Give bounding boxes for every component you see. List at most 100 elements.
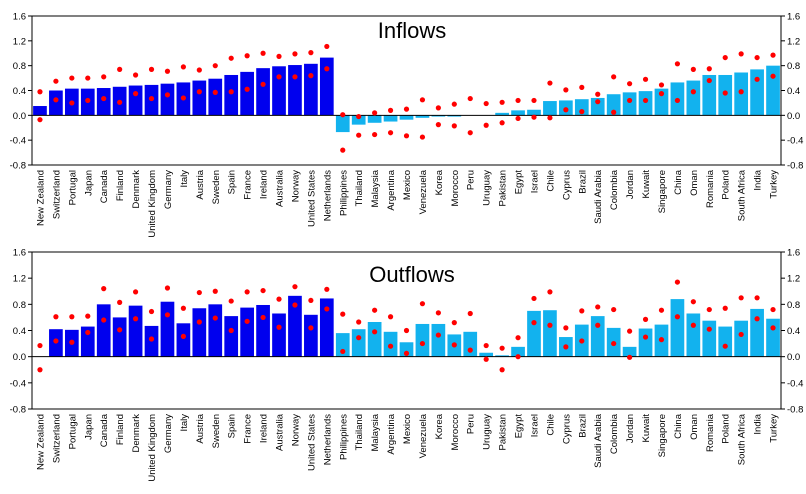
outflows-upper-marker xyxy=(658,307,665,313)
outflows-category-label: Finland xyxy=(115,414,126,445)
outflows-category-label: Peru xyxy=(466,414,477,434)
inflows-upper-marker xyxy=(244,53,250,59)
inflows-bar xyxy=(367,115,382,123)
outflows-lower-marker xyxy=(770,325,776,331)
inflows-category-label: Israel xyxy=(529,170,540,193)
inflows-lower-marker xyxy=(690,89,696,95)
outflows-category-label: Switzerland xyxy=(51,414,62,463)
outflows-upper-marker xyxy=(674,279,681,285)
outflows-upper-marker xyxy=(148,308,155,315)
inflows-ytick-label-right: 1.2 xyxy=(787,36,800,47)
outflows-category-label: United States xyxy=(306,414,317,471)
inflows-category-label: Saudi Arabia xyxy=(593,169,604,224)
outflows-bar xyxy=(367,321,382,357)
outflows-lower-marker xyxy=(738,331,744,338)
inflows-lower-marker xyxy=(85,97,91,104)
inflows-lower-marker xyxy=(547,115,553,121)
outflows-category-label: Korea xyxy=(434,413,445,439)
outflows-category-label: Philippines xyxy=(338,414,349,460)
inflows-category-label: Philippines xyxy=(338,170,349,216)
inflows-upper-marker xyxy=(547,80,553,86)
outflows-category-label: Kuwait xyxy=(641,414,652,443)
outflows-category-label: Romania xyxy=(705,413,716,452)
outflows-ytick-label-left: -0.8 xyxy=(10,405,26,416)
inflows-chart: -0.8 -0.8 -0.4 -0.4 0.0 0.0 0.4 0.4 0.8 0.8 1.2 1.2… xyxy=(10,12,804,238)
inflows-upper-marker xyxy=(180,64,186,70)
outflows-ytick-label-right: 0.8 xyxy=(787,300,800,311)
inflows-bar xyxy=(766,65,780,116)
outflows-upper-marker xyxy=(547,289,553,295)
outflows-category-label: Argentina xyxy=(386,413,397,454)
inflows-upper-marker xyxy=(196,67,202,73)
inflows-lower-marker xyxy=(164,92,171,98)
outflows-upper-marker xyxy=(212,288,218,294)
outflows-category-label: Japan xyxy=(83,414,94,440)
inflows-lower-marker xyxy=(148,95,155,102)
outflows-bar xyxy=(112,317,127,357)
inflows-lower-marker xyxy=(627,97,633,104)
inflows-bar xyxy=(622,92,637,116)
inflows-bar xyxy=(383,115,398,122)
outflows-lower-marker xyxy=(547,322,553,328)
outflows-lower-marker xyxy=(180,333,186,339)
outflows-upper-marker xyxy=(85,313,91,319)
inflows-lower-marker xyxy=(579,109,585,115)
inflows-upper-marker xyxy=(451,101,457,107)
inflows-title: Inflows xyxy=(378,18,446,43)
outflows-lower-marker xyxy=(754,316,760,322)
inflows-category-label: India xyxy=(753,169,764,190)
inflows-upper-marker xyxy=(276,53,282,59)
outflows-upper-marker xyxy=(499,345,505,351)
inflows-upper-marker xyxy=(117,66,123,72)
outflows-bar xyxy=(240,307,254,357)
outflows-bar xyxy=(750,308,764,357)
inflows-upper-marker xyxy=(324,43,330,50)
inflows-bar xyxy=(415,115,430,118)
inflows-lower-marker xyxy=(642,97,649,104)
outflows-bar xyxy=(176,323,191,357)
inflows-lower-marker xyxy=(180,95,186,101)
inflows-bar xyxy=(208,78,223,116)
outflows-bar xyxy=(670,299,685,357)
outflows-upper-marker xyxy=(356,319,362,325)
outflows-ytick-label-right: -0.4 xyxy=(787,378,803,389)
outflows-lower-marker xyxy=(212,315,218,321)
outflows-ytick-label-right: -0.8 xyxy=(787,405,803,416)
outflows-category-label: Austria xyxy=(195,413,206,443)
outflows-bar xyxy=(622,346,637,357)
outflows-ytick-label-left: 1.6 xyxy=(13,248,26,259)
outflows-bar xyxy=(718,326,733,357)
inflows-category-label: Kuwait xyxy=(641,170,652,199)
inflows-category-label: Portugal xyxy=(67,170,78,205)
inflows-category-label: Spain xyxy=(227,170,238,194)
inflows-ytick-label-left: 1.2 xyxy=(13,36,26,47)
inflows-bar xyxy=(160,83,175,116)
inflows-bar xyxy=(128,85,143,116)
inflows-upper-marker xyxy=(690,66,696,72)
outflows-upper-marker xyxy=(419,301,426,307)
inflows-bar xyxy=(304,63,318,116)
outflows-upper-marker xyxy=(132,289,139,295)
inflows-lower-marker xyxy=(53,97,59,103)
inflows-category-label: Uruguay xyxy=(482,170,493,206)
outflows-upper-marker xyxy=(515,335,521,341)
inflows-category-label: Thailand xyxy=(354,170,365,206)
outflows-category-label: Thailand xyxy=(354,414,365,450)
outflows-upper-marker xyxy=(451,320,457,326)
outflows-ytick-label-left: 1.2 xyxy=(13,274,26,285)
outflows-upper-marker xyxy=(579,308,585,314)
outflows-category-label: Ireland xyxy=(259,414,270,443)
outflows-category-label: Poland xyxy=(721,414,732,444)
inflows-bar xyxy=(511,110,525,116)
outflows-lower-marker xyxy=(292,302,298,308)
outflows-ytick-label-left: 0.8 xyxy=(13,300,26,311)
outflows-upper-marker xyxy=(228,298,234,304)
outflows-ytick-label-left: 0.4 xyxy=(13,326,26,337)
outflows-category-label: China xyxy=(673,413,684,439)
inflows-category-label: Ireland xyxy=(259,170,270,199)
inflows-upper-marker xyxy=(419,97,426,103)
inflows-ytick-label-right: 0.8 xyxy=(787,61,800,72)
outflows-upper-marker xyxy=(260,287,266,294)
inflows-upper-marker xyxy=(531,97,537,104)
